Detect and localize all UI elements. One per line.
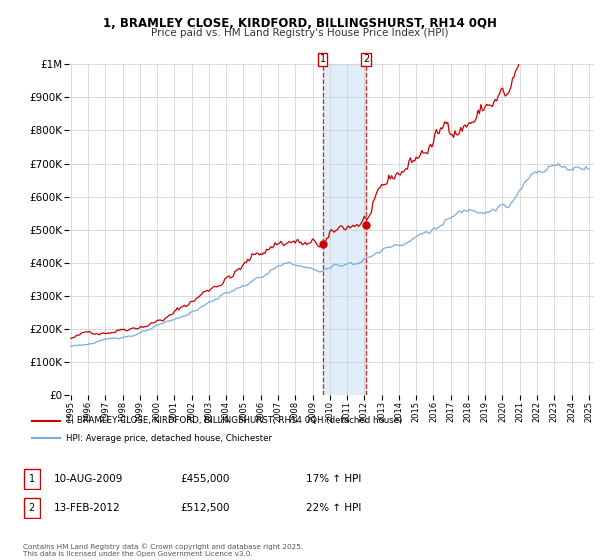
Text: Contains HM Land Registry data © Crown copyright and database right 2025.
This d: Contains HM Land Registry data © Crown c… xyxy=(23,544,303,557)
Text: Price paid vs. HM Land Registry's House Price Index (HPI): Price paid vs. HM Land Registry's House … xyxy=(151,28,449,38)
FancyBboxPatch shape xyxy=(24,498,40,518)
Text: 1: 1 xyxy=(320,54,326,64)
Text: £512,500: £512,500 xyxy=(180,503,229,513)
Text: 1, BRAMLEY CLOSE, KIRDFORD, BILLINGSHURST, RH14 0QH (detached house): 1, BRAMLEY CLOSE, KIRDFORD, BILLINGSHURS… xyxy=(66,416,403,425)
Text: 1: 1 xyxy=(29,474,35,484)
FancyBboxPatch shape xyxy=(24,469,40,489)
Text: 10-AUG-2009: 10-AUG-2009 xyxy=(54,474,124,484)
Text: 13-FEB-2012: 13-FEB-2012 xyxy=(54,503,121,513)
Text: 22% ↑ HPI: 22% ↑ HPI xyxy=(306,503,361,513)
Text: £455,000: £455,000 xyxy=(180,474,229,484)
Text: 2: 2 xyxy=(29,503,35,513)
Text: 1, BRAMLEY CLOSE, KIRDFORD, BILLINGSHURST, RH14 0QH: 1, BRAMLEY CLOSE, KIRDFORD, BILLINGSHURS… xyxy=(103,17,497,30)
Text: 2: 2 xyxy=(363,54,369,64)
Text: 17% ↑ HPI: 17% ↑ HPI xyxy=(306,474,361,484)
Text: HPI: Average price, detached house, Chichester: HPI: Average price, detached house, Chic… xyxy=(66,433,272,442)
Bar xyxy=(323,64,366,395)
